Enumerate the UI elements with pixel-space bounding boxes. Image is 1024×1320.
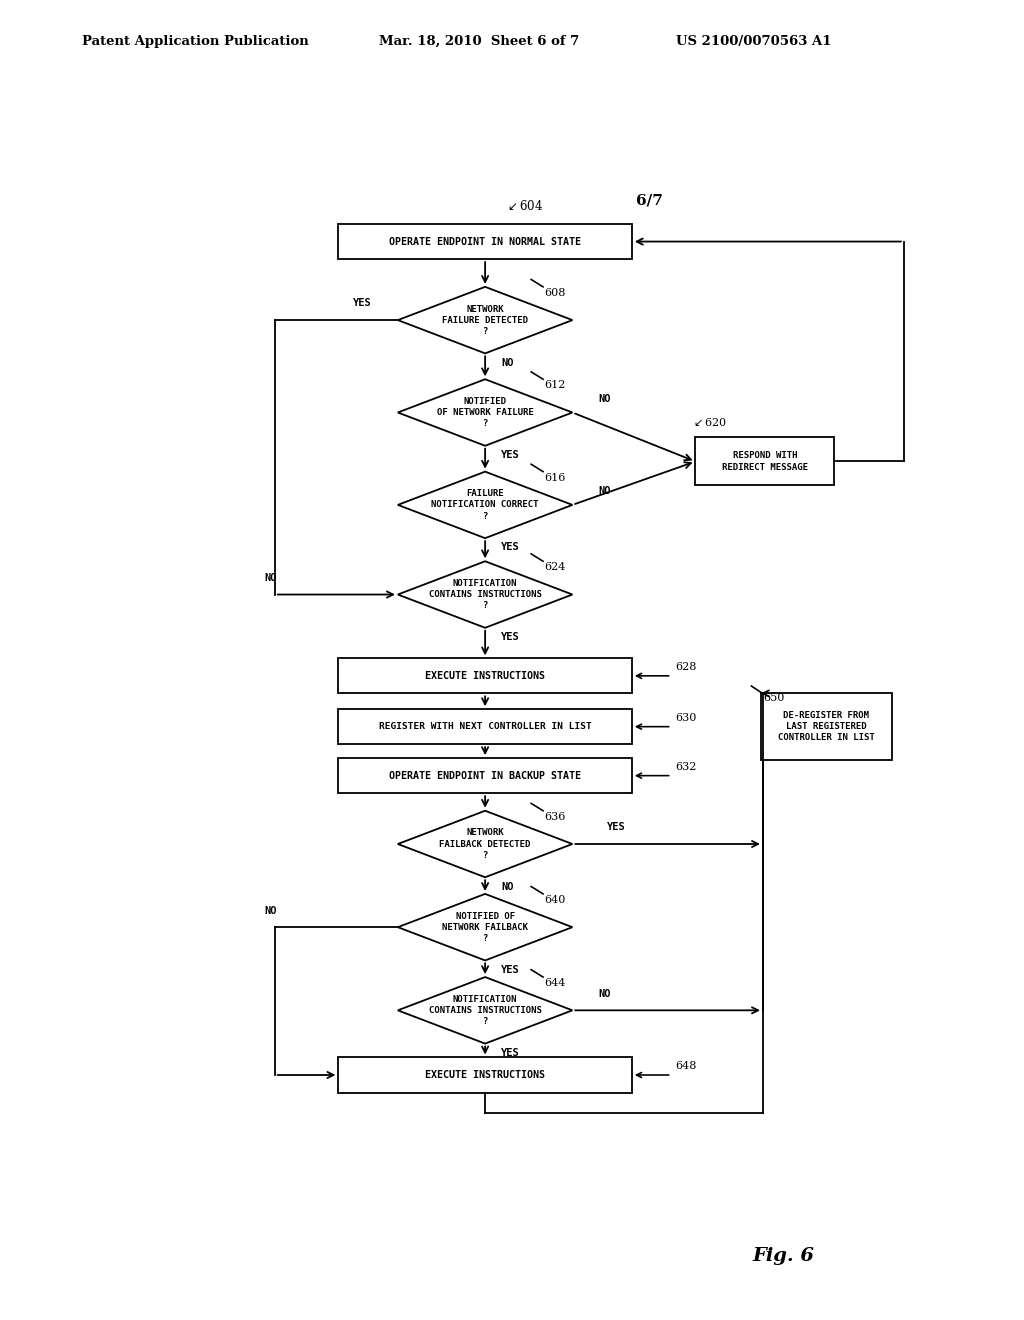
Text: YES: YES <box>501 632 520 642</box>
Text: NO: NO <box>598 393 610 404</box>
Text: YES: YES <box>501 450 520 459</box>
Text: FAILURE
NOTIFICATION CORRECT
?: FAILURE NOTIFICATION CORRECT ? <box>431 490 539 520</box>
Text: OPERATE ENDPOINT IN NORMAL STATE: OPERATE ENDPOINT IN NORMAL STATE <box>389 236 582 247</box>
Text: YES: YES <box>606 822 626 833</box>
Text: NO: NO <box>598 486 610 496</box>
Text: RESPOND WITH
REDIRECT MESSAGE: RESPOND WITH REDIRECT MESSAGE <box>722 451 808 471</box>
Text: 616: 616 <box>545 473 566 483</box>
Text: 6/7: 6/7 <box>636 193 663 207</box>
Text: 624: 624 <box>545 562 566 572</box>
Text: EXECUTE INSTRUCTIONS: EXECUTE INSTRUCTIONS <box>425 671 545 681</box>
Polygon shape <box>397 894 572 961</box>
FancyBboxPatch shape <box>338 758 632 793</box>
Text: 630: 630 <box>676 713 697 723</box>
Text: NO: NO <box>501 882 513 891</box>
Text: 650: 650 <box>763 693 784 704</box>
Polygon shape <box>397 977 572 1044</box>
Text: NO: NO <box>501 358 513 367</box>
Polygon shape <box>397 471 572 539</box>
Text: NETWORK
FAILURE DETECTED
?: NETWORK FAILURE DETECTED ? <box>442 305 528 335</box>
Text: Mar. 18, 2010  Sheet 6 of 7: Mar. 18, 2010 Sheet 6 of 7 <box>379 34 580 48</box>
FancyBboxPatch shape <box>338 224 632 259</box>
Text: NETWORK
FAILBACK DETECTED
?: NETWORK FAILBACK DETECTED ? <box>439 829 530 859</box>
Polygon shape <box>397 810 572 878</box>
Text: Fig. 6: Fig. 6 <box>753 1246 815 1265</box>
Text: NOTIFIED OF
NETWORK FAILBACK
?: NOTIFIED OF NETWORK FAILBACK ? <box>442 912 528 942</box>
Text: YES: YES <box>501 1048 520 1057</box>
Text: NOTIFICATION
CONTAINS INSTRUCTIONS
?: NOTIFICATION CONTAINS INSTRUCTIONS ? <box>429 579 542 610</box>
Text: 640: 640 <box>545 895 566 904</box>
FancyBboxPatch shape <box>338 709 632 744</box>
Text: YES: YES <box>352 298 372 309</box>
Text: 628: 628 <box>676 663 697 672</box>
Text: YES: YES <box>501 543 520 552</box>
FancyBboxPatch shape <box>338 1057 632 1093</box>
Text: YES: YES <box>501 965 520 974</box>
Text: US 2100/0070563 A1: US 2100/0070563 A1 <box>676 34 831 48</box>
Text: 608: 608 <box>545 288 566 298</box>
Text: 648: 648 <box>676 1061 697 1072</box>
Text: NOTIFIED
OF NETWORK FAILURE
?: NOTIFIED OF NETWORK FAILURE ? <box>437 397 534 428</box>
FancyBboxPatch shape <box>338 659 632 693</box>
Text: NO: NO <box>264 906 278 916</box>
Text: EXECUTE INSTRUCTIONS: EXECUTE INSTRUCTIONS <box>425 1071 545 1080</box>
Text: 612: 612 <box>545 380 566 391</box>
Text: Patent Application Publication: Patent Application Publication <box>82 34 308 48</box>
Text: NOTIFICATION
CONTAINS INSTRUCTIONS
?: NOTIFICATION CONTAINS INSTRUCTIONS ? <box>429 995 542 1026</box>
Text: DE-REGISTER FROM
LAST REGISTERED
CONTROLLER IN LIST: DE-REGISTER FROM LAST REGISTERED CONTROL… <box>778 711 874 742</box>
Text: 644: 644 <box>545 978 566 987</box>
Polygon shape <box>397 286 572 354</box>
Text: OPERATE ENDPOINT IN BACKUP STATE: OPERATE ENDPOINT IN BACKUP STATE <box>389 771 582 780</box>
FancyBboxPatch shape <box>761 693 892 760</box>
Polygon shape <box>397 561 572 628</box>
FancyBboxPatch shape <box>695 437 835 486</box>
Text: 636: 636 <box>545 812 566 821</box>
Text: NO: NO <box>264 573 278 583</box>
Polygon shape <box>397 379 572 446</box>
Text: 632: 632 <box>676 762 697 772</box>
Text: REGISTER WITH NEXT CONTROLLER IN LIST: REGISTER WITH NEXT CONTROLLER IN LIST <box>379 722 592 731</box>
Text: $\swarrow$620: $\swarrow$620 <box>691 416 728 429</box>
Text: NO: NO <box>598 989 610 999</box>
Text: $\swarrow$604: $\swarrow$604 <box>505 199 543 213</box>
